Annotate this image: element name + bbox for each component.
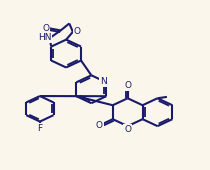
Text: O: O <box>124 81 131 90</box>
Text: O: O <box>124 125 131 134</box>
Text: HN: HN <box>38 33 51 42</box>
Text: N: N <box>100 77 106 86</box>
Text: O: O <box>74 27 81 36</box>
Text: F: F <box>37 124 42 133</box>
Text: O: O <box>96 121 103 130</box>
Text: O: O <box>42 24 50 32</box>
